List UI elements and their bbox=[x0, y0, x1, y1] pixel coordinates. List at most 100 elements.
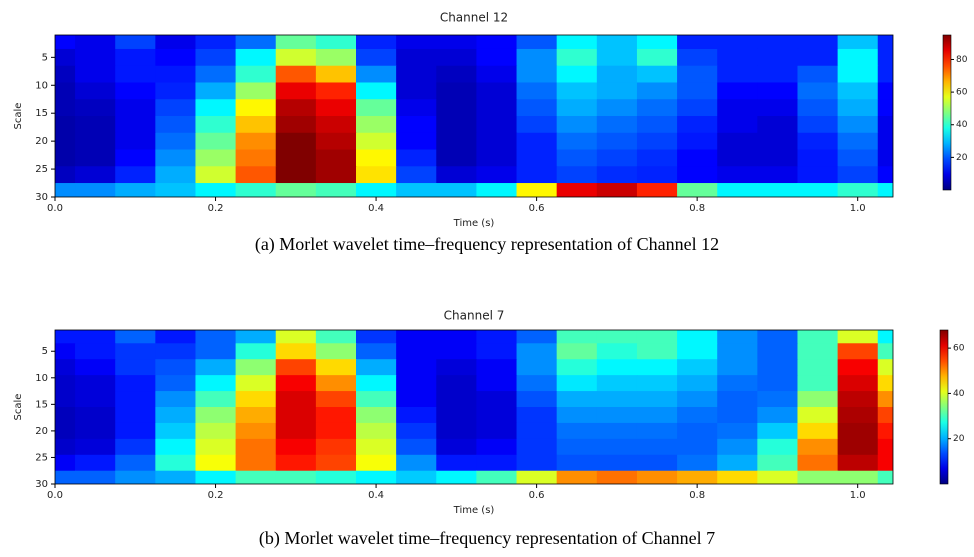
heatmap-cell bbox=[275, 166, 317, 184]
heatmap-cell bbox=[516, 132, 558, 151]
heatmap-cell bbox=[235, 65, 277, 84]
heatmap-cell bbox=[677, 330, 718, 344]
heatmap-cell bbox=[757, 149, 799, 167]
heatmap-cell bbox=[315, 407, 357, 424]
heatmap-cell bbox=[55, 438, 76, 456]
heatmap-cell bbox=[195, 422, 237, 440]
heatmap-cell bbox=[596, 149, 638, 167]
chart-title: Channel 7 bbox=[444, 309, 505, 323]
colorbar bbox=[939, 329, 949, 485]
heatmap-cell bbox=[115, 454, 156, 472]
heatmap-cell bbox=[436, 116, 478, 134]
heatmap-cell bbox=[155, 35, 197, 50]
heatmap-cell bbox=[275, 359, 317, 376]
heatmap-cell bbox=[195, 166, 237, 184]
heatmap-cell bbox=[55, 48, 76, 67]
heatmap-cell bbox=[837, 375, 879, 392]
heatmap-cell bbox=[717, 183, 758, 197]
heatmap-cell bbox=[396, 82, 437, 100]
heatmap-cell bbox=[75, 343, 116, 360]
heatmap-cell bbox=[356, 35, 397, 50]
y-tick-label: 30 bbox=[35, 479, 48, 490]
heatmap-cell bbox=[797, 132, 839, 151]
heatmap-cell bbox=[556, 391, 598, 408]
heatmap-cell bbox=[436, 375, 478, 392]
heatmap-cell bbox=[436, 48, 478, 67]
x-tick-label: 0.4 bbox=[368, 203, 384, 214]
heatmap-cell bbox=[235, 132, 277, 151]
heatmap-cell bbox=[75, 116, 116, 134]
heatmap-cell bbox=[436, 343, 478, 360]
colorbar bbox=[942, 34, 952, 191]
heatmap-cell bbox=[556, 82, 598, 100]
heatmap-cell bbox=[556, 132, 598, 151]
heatmap-cell bbox=[677, 99, 718, 117]
heatmap-cell bbox=[275, 116, 317, 134]
heatmap-cell bbox=[837, 470, 879, 484]
heatmap-cell bbox=[155, 438, 197, 456]
heatmap-cell bbox=[396, 407, 437, 424]
heatmap-cell bbox=[556, 35, 598, 50]
x-axis-label: Time (s) bbox=[453, 505, 495, 516]
heatmap-cell bbox=[837, 149, 879, 167]
heatmap-cell bbox=[476, 35, 518, 50]
heatmap-cell bbox=[516, 407, 558, 424]
heatmap-cell bbox=[596, 166, 638, 184]
heatmap-cell bbox=[235, 375, 277, 392]
heatmap-cell bbox=[516, 48, 558, 67]
heatmap-cell bbox=[396, 132, 437, 151]
heatmap-cell bbox=[356, 391, 397, 408]
colorbar-tick-label: 20 bbox=[956, 153, 968, 163]
heatmap-cell bbox=[757, 183, 799, 197]
heatmap-cell bbox=[356, 470, 397, 484]
heatmap-cell bbox=[717, 422, 758, 440]
heatmap-cell bbox=[677, 48, 718, 67]
heatmap-cell bbox=[596, 35, 638, 50]
heatmap-cell bbox=[476, 48, 518, 67]
heatmap-cell bbox=[556, 149, 598, 167]
heatmap-cell bbox=[476, 343, 518, 360]
x-tick-label: 1.0 bbox=[850, 490, 866, 501]
heatmap-cell bbox=[556, 422, 598, 440]
heatmap-cell bbox=[677, 391, 718, 408]
heatmap-cell bbox=[396, 438, 437, 456]
heatmap-cell bbox=[315, 359, 357, 376]
heatmap-cell bbox=[75, 454, 116, 472]
heatmap-cell bbox=[75, 99, 116, 117]
y-tick-label: 5 bbox=[42, 346, 48, 357]
heatmap-cell bbox=[596, 183, 638, 197]
heatmap-cell bbox=[75, 166, 116, 184]
heatmap-cell bbox=[235, 99, 277, 117]
heatmap-cell bbox=[877, 48, 893, 67]
heatmap-cell bbox=[717, 407, 758, 424]
heatmap-cell bbox=[235, 183, 277, 197]
y-tick-label: 5 bbox=[42, 52, 48, 63]
colorbar-tick-label: 60 bbox=[953, 344, 965, 354]
heatmap-cell bbox=[195, 65, 237, 84]
heatmap-cell bbox=[757, 359, 799, 376]
heatmap-cell bbox=[115, 422, 156, 440]
heatmap-cell bbox=[275, 48, 317, 67]
heatmap-cell bbox=[757, 116, 799, 134]
heatmap-cell bbox=[677, 454, 718, 472]
heatmap-cell bbox=[476, 330, 518, 344]
heatmap-cell bbox=[396, 375, 437, 392]
heatmap-cell bbox=[516, 166, 558, 184]
heatmap-cell bbox=[356, 438, 397, 456]
heatmap-cell bbox=[636, 166, 678, 184]
heatmap-cell bbox=[757, 375, 799, 392]
heatmap-cell bbox=[556, 359, 598, 376]
heatmap-cell bbox=[636, 359, 678, 376]
heatmap-cell bbox=[797, 149, 839, 167]
heatmap-cell bbox=[877, 166, 893, 184]
heatmap-cell bbox=[677, 132, 718, 151]
heatmap-cell bbox=[75, 391, 116, 408]
heatmap-cell bbox=[155, 391, 197, 408]
heatmap-cell bbox=[55, 65, 76, 84]
heatmap-cell bbox=[275, 330, 317, 344]
chart: 0.0 0.2 0.4 0.6 0.8 1.0 5 10 15 20 25 30 Channel 7 Ti… bbox=[13, 309, 965, 550]
heatmap-cell bbox=[155, 343, 197, 360]
heatmap-cell bbox=[516, 330, 558, 344]
heatmap-cell bbox=[797, 438, 839, 456]
heatmap-cell bbox=[757, 343, 799, 360]
